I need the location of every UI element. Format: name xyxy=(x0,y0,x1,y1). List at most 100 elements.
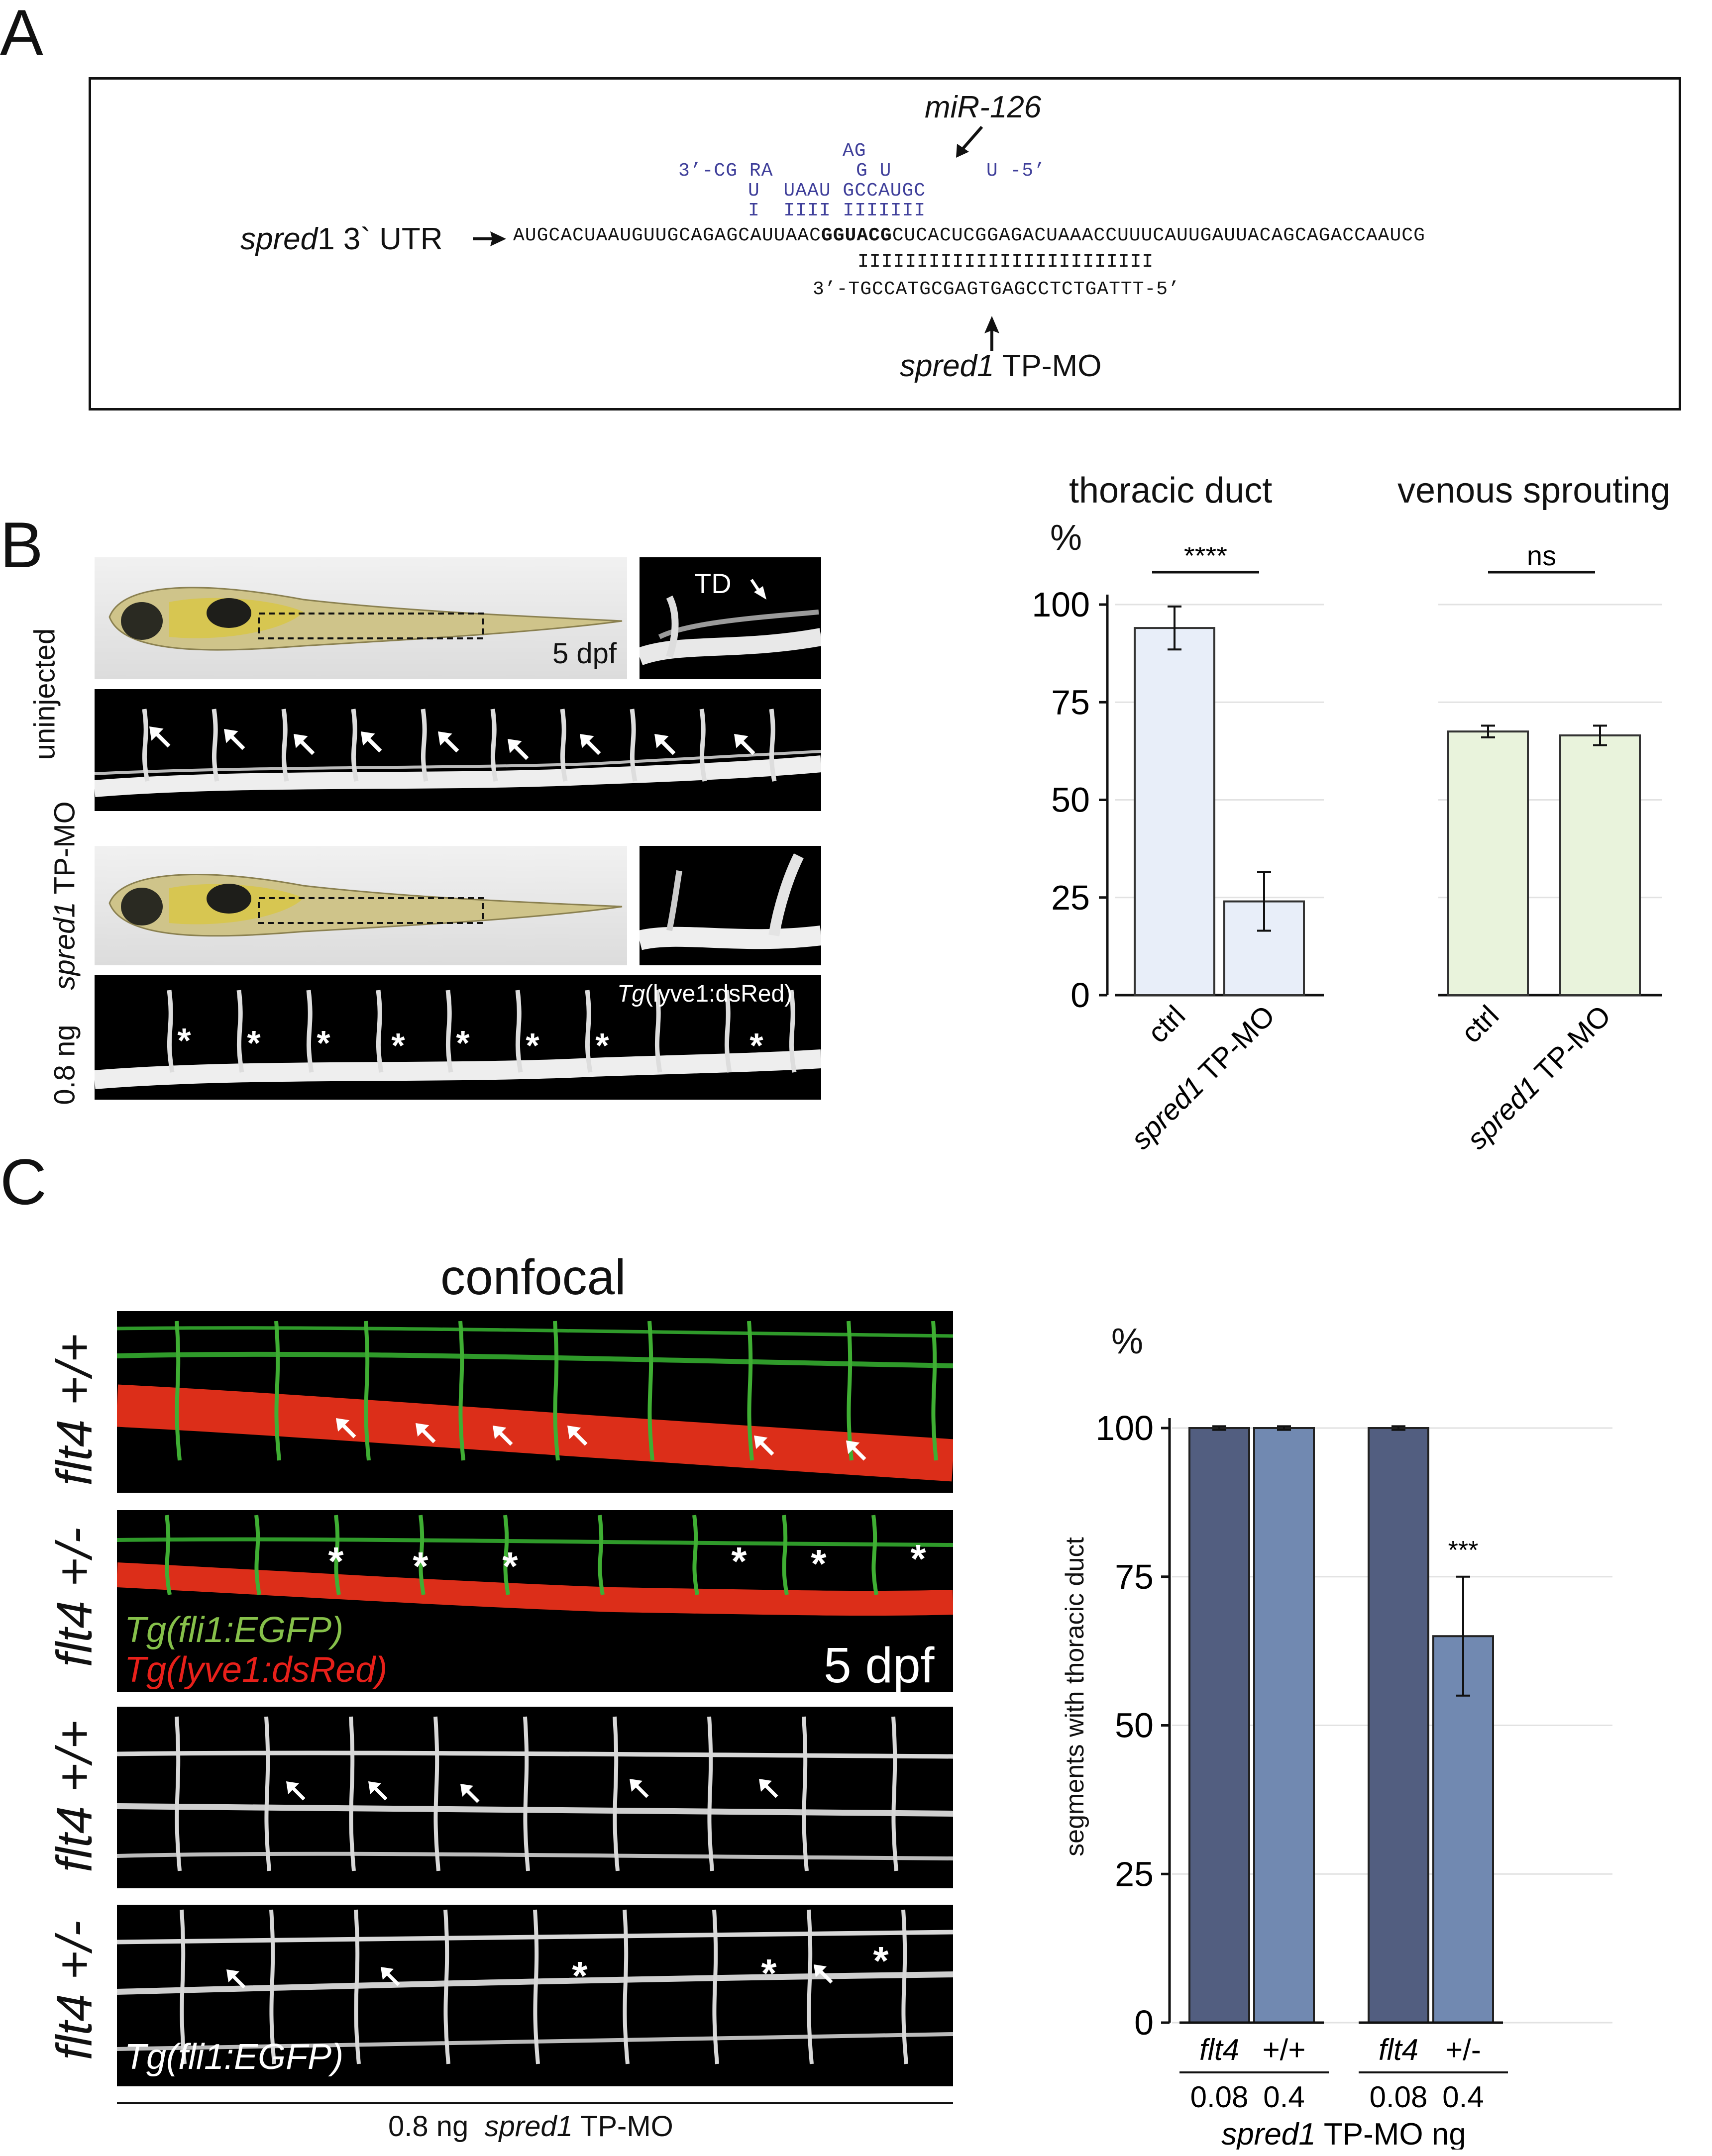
sequence-box: miR-126 AG 3’-CG RA G U U -5’ U UAAU GCC… xyxy=(89,77,1681,411)
chart-c-yaxis-label: segments with thoracic duct xyxy=(1061,1537,1089,1856)
fli-label-bw: Tg(fli1:EGFP) xyxy=(124,2037,344,2077)
y-tick-label: 50 xyxy=(1051,781,1090,820)
y-tick-label: 50 xyxy=(1115,1706,1154,1745)
bar xyxy=(1432,1635,1494,2024)
larva-image-morpholino xyxy=(95,846,627,965)
vessel-sprout xyxy=(376,990,384,1073)
vessel-sprout xyxy=(458,1321,465,1461)
dose-tick-label: 0.4 xyxy=(1442,2080,1484,2114)
lyve-label: Tg(lyve1:dsRed) xyxy=(124,1650,388,1690)
vessel-sprout xyxy=(167,990,175,1073)
arrow-icon xyxy=(368,1781,388,1801)
x-axis-label: spred1 TP-MO ng xyxy=(1221,2117,1466,2150)
arrow-icon xyxy=(754,1436,774,1456)
confocal-flt4-wt xyxy=(117,1311,953,1493)
vessel-sprout xyxy=(503,1515,510,1595)
vessel-sprout xyxy=(630,709,638,782)
asterisk-marker: * xyxy=(761,1951,777,1995)
vessel-sprout xyxy=(236,990,244,1073)
vessel-sprout xyxy=(533,1909,540,2064)
y-tick-label: 0 xyxy=(1134,2003,1154,2042)
arrow-icon xyxy=(226,1969,246,1989)
asterisk-marker: * xyxy=(910,1537,926,1581)
genotype-label-2: flt4 +/- xyxy=(46,1527,103,1667)
bottom-dose-label: 0.8 ng spred1 TP-MO xyxy=(388,2110,673,2143)
vessel-sprout xyxy=(782,1515,789,1595)
vessel-sprout xyxy=(692,1515,699,1595)
mir-label: miR-126 xyxy=(925,90,1042,124)
vessel-sprout xyxy=(165,1515,172,1595)
arrow-icon xyxy=(294,734,315,755)
asterisk-marker: * xyxy=(502,1544,518,1588)
arrow-icon xyxy=(286,1781,306,1801)
dose-tick-label: 0.08 xyxy=(1190,2080,1249,2114)
asterisk-marker: * xyxy=(526,1026,539,1065)
vessel-sprout xyxy=(445,990,453,1073)
asterisk-marker: * xyxy=(873,1939,889,1983)
panel-label-a: A xyxy=(0,0,43,69)
significance-label: **** xyxy=(1184,547,1227,571)
arrow-icon xyxy=(630,1779,649,1798)
utr-sequence: AUGCACUAAUGUUGCAGAGCAUUAACGGUACGCUCACUCG… xyxy=(513,225,1425,246)
asterisk-marker: * xyxy=(595,1026,609,1065)
vessel-sprout xyxy=(847,1321,854,1461)
chart-c-ylabel-percent: % xyxy=(1111,1322,1144,1361)
mo-label: spred1 TP-MO xyxy=(900,349,1102,383)
bar xyxy=(1188,1427,1250,2024)
vessel-sprout xyxy=(931,1321,938,1461)
vessel-sprout xyxy=(807,1909,814,2064)
significance-label: ns xyxy=(1527,547,1556,571)
arrow-icon xyxy=(149,726,171,748)
vessel-sprout xyxy=(421,709,428,782)
mo-arrow-icon xyxy=(984,316,999,351)
inset-morpholino xyxy=(640,846,821,965)
row-label-uninjected: uninjected xyxy=(28,628,61,760)
utr-arrow-icon xyxy=(473,231,506,246)
vessel-sprout xyxy=(419,1515,426,1595)
arrow-icon xyxy=(336,1418,356,1438)
mo-sequence: 3’-TGCCATGCGAGTGAGCCTCTGATTT-5’ xyxy=(813,279,1180,300)
bar xyxy=(1134,627,1215,997)
vessel-sprout xyxy=(585,990,593,1073)
arrow-icon xyxy=(438,731,459,753)
larva-icon xyxy=(108,874,623,937)
vessel-sprout xyxy=(802,1716,809,1871)
vessel-sprout xyxy=(901,1909,908,2064)
y-tick-label: 0 xyxy=(1070,976,1090,1015)
vessel-sprout xyxy=(647,1321,654,1461)
vessel-sprout xyxy=(613,1716,620,1871)
genotype-tick-label: flt4 xyxy=(1379,2033,1418,2066)
chart-ylabel-percent: % xyxy=(1050,518,1082,558)
confocal-flt4-het: * * * * * * Tg(fli1:EGFP) Tg(lyve1:dsRed) 5 d… xyxy=(117,1510,953,1692)
vessel-sprout xyxy=(212,709,219,782)
vessel-sprout xyxy=(623,1909,630,2064)
mo-pairing: IIIIIIIIIIIIIIIIIIIIIIIII xyxy=(857,251,1154,273)
arrow-icon xyxy=(654,734,676,755)
vessel-sprout xyxy=(175,1321,182,1461)
vessel-sprout xyxy=(264,1716,271,1871)
vessel-sprout xyxy=(274,1321,281,1461)
dose-underline xyxy=(117,2102,953,2104)
asterisk-marker: * xyxy=(317,1024,330,1062)
asterisk-marker: * xyxy=(391,1026,405,1065)
bar xyxy=(1368,1427,1429,2024)
y-tick-label: 75 xyxy=(1115,1557,1154,1596)
vessel-sprout xyxy=(254,1515,261,1595)
arrow-icon xyxy=(734,734,755,755)
chart-title-venous-sprouting: venous sprouting xyxy=(1397,471,1671,511)
dose-tick-label: 0.4 xyxy=(1263,2080,1304,2114)
vessel-sprout xyxy=(769,709,777,782)
trunk-uninjected xyxy=(95,689,821,811)
mir-line-3: U UAAU GCCAUGC xyxy=(748,180,926,202)
vessel-sprout xyxy=(281,709,289,782)
bar xyxy=(1253,1427,1315,2024)
asterisk-marker: * xyxy=(731,1539,747,1583)
mir-arrow-icon xyxy=(956,126,983,158)
arrow-icon xyxy=(224,729,245,750)
y-tick-label: 25 xyxy=(1115,1854,1154,1893)
td-label: TD xyxy=(694,568,732,599)
arrow-icon xyxy=(814,1964,833,1984)
arrow-icon xyxy=(567,1426,588,1446)
asterisk-marker: * xyxy=(413,1544,428,1588)
vessel-sprout xyxy=(306,990,314,1073)
